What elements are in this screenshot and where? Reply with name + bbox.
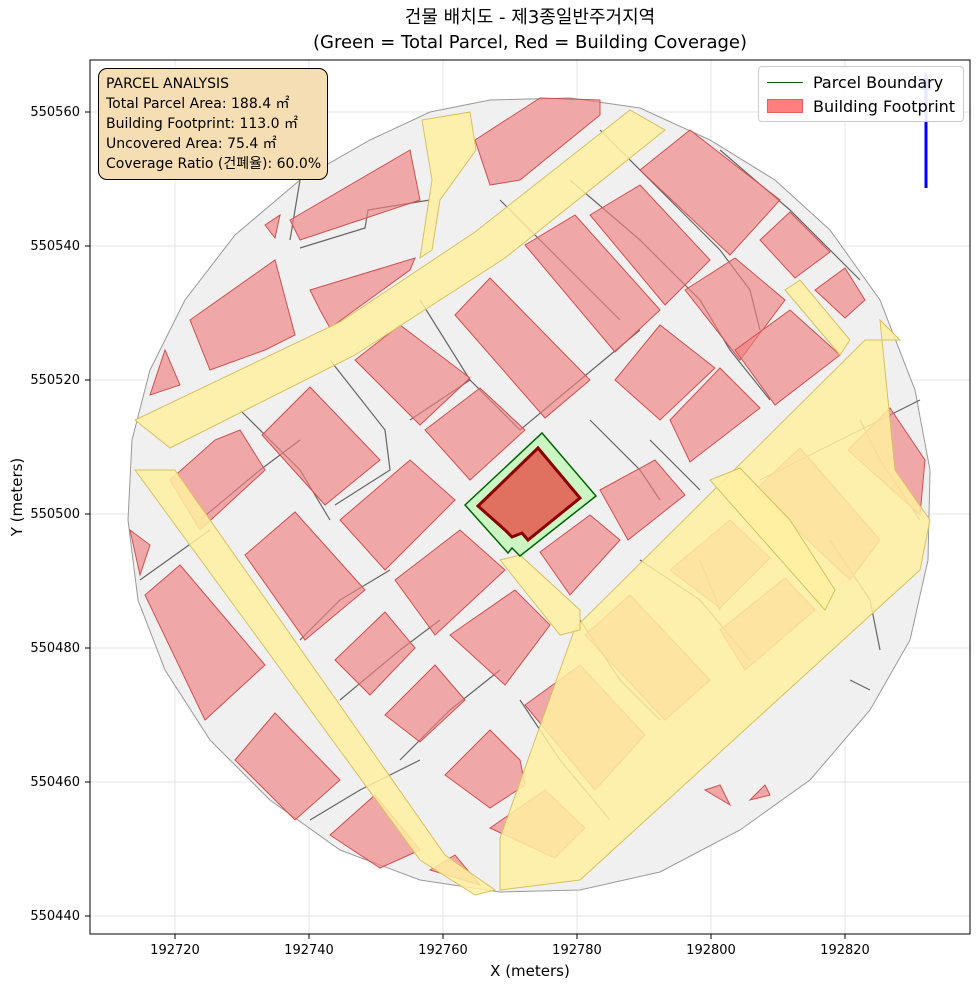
- y-tick-label: 550520: [30, 373, 80, 388]
- y-tick-label: 550480: [30, 641, 80, 656]
- x-tick-label: 192760: [418, 943, 468, 958]
- y-tick-label: 550460: [30, 775, 80, 790]
- x-tick-label: 192740: [284, 943, 334, 958]
- parcel-line-swatch: [767, 81, 803, 83]
- parcel-analysis-box: PARCEL ANALYSIS Total Parcel Area: 188.4…: [98, 68, 328, 180]
- x-axis-label: X (meters): [490, 962, 570, 980]
- x-tick-label: 192780: [552, 943, 602, 958]
- info-uncovered: Uncovered Area: 75.4 ㎡: [106, 136, 277, 152]
- roads: [134, 109, 931, 896]
- target-building: [475, 445, 583, 543]
- y-tick-label: 550560: [30, 105, 80, 120]
- info-coverage: Coverage Ratio (건폐율): 60.0%: [106, 156, 322, 172]
- x-tick-label: 192800: [686, 943, 736, 958]
- x-tick-label: 192720: [150, 943, 200, 958]
- legend-parcel-label: Parcel Boundary: [813, 72, 944, 92]
- y-tick-label: 550540: [30, 239, 80, 254]
- map-title: 건물 배치도 - 제3종일반주거지역: [404, 7, 656, 28]
- legend: Parcel Boundary Building Footprint: [758, 66, 964, 122]
- legend-item-building: Building Footprint: [767, 95, 955, 117]
- y-axis-label: Y (meters): [8, 458, 26, 538]
- tick-marks: [85, 111, 846, 939]
- axes-frame: [89, 59, 971, 935]
- info-heading: PARCEL ANALYSIS: [106, 76, 230, 92]
- building-patch-swatch: [767, 99, 803, 113]
- info-total-area: Total Parcel Area: 188.4 ㎡: [106, 96, 290, 112]
- info-footprint: Building Footprint: 113.0 ㎡: [106, 116, 299, 132]
- x-tick-label: 192820: [820, 943, 870, 958]
- legend-building-label: Building Footprint: [813, 96, 956, 116]
- y-tick-label: 550500: [30, 507, 80, 522]
- y-tick-label: 550440: [30, 909, 80, 924]
- legend-item-parcel: Parcel Boundary: [767, 71, 943, 93]
- map-subtitle: (Green = Total Parcel, Red = Building Co…: [312, 32, 748, 53]
